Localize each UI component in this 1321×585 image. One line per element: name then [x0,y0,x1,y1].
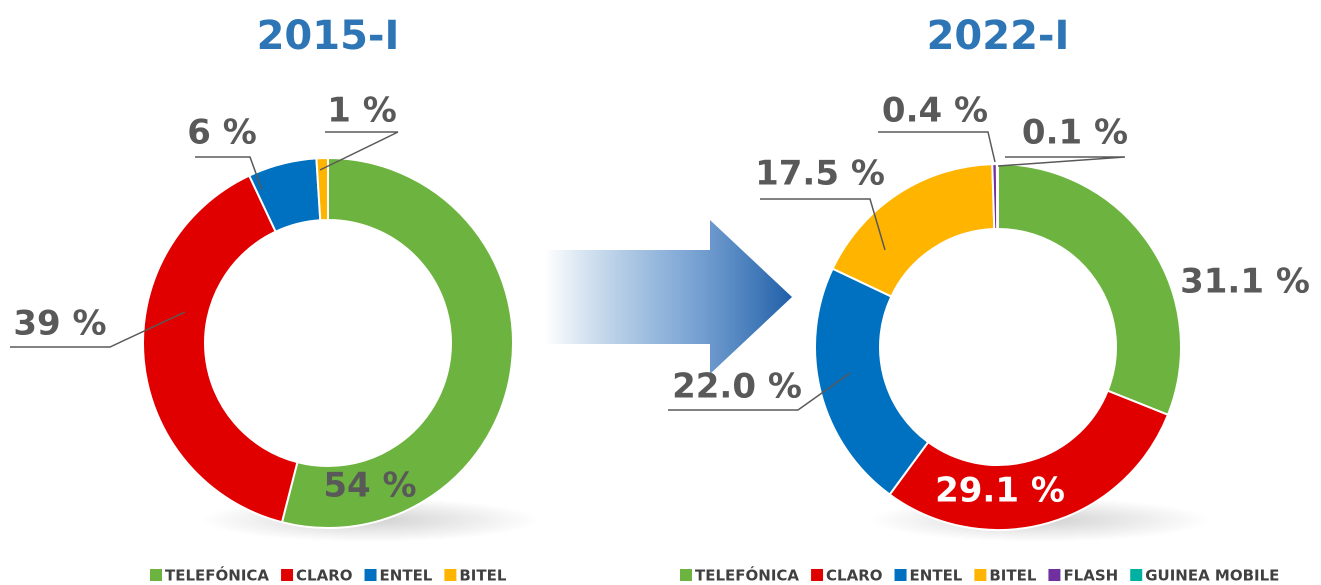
leader-line [195,156,263,191]
data-label: 22.0 % [672,367,802,407]
data-label: 17.5 % [755,154,885,194]
leader-lines [10,131,1126,411]
legend-label: CLARO [826,567,882,585]
legend-swatch [1048,569,1061,581]
slice [997,162,1182,417]
data-label: 31.1 % [1180,262,1310,302]
chart-title: 2015-I [257,13,400,59]
legend-label: ENTEL [380,567,433,585]
data-label: 0.4 % [882,91,988,131]
legend-swatch [364,569,377,581]
data-label: 29.1 % [935,471,1065,511]
leader-line [668,372,851,411]
chart-title: 2022-I [927,13,1070,59]
leader-line [997,156,1126,167]
legend-label: BITEL [989,567,1036,585]
legend-swatch [974,569,987,581]
legend-label: TELEFÓNICA [165,566,269,585]
data-label: 54 % [323,466,416,506]
legend-swatch [150,569,162,581]
data-label: 6 % [187,113,257,153]
leader-line [760,198,886,251]
slice [315,156,329,222]
legend-swatch [444,569,457,581]
arrow [545,220,792,374]
legend-label: TELEFÓNICA [695,566,799,585]
slice [995,162,999,231]
legend-swatch [281,569,294,581]
slice [280,156,514,529]
legend-swatch [1130,569,1143,581]
leader-line [10,311,186,348]
data-label: 1 % [327,91,397,131]
slice [814,267,930,496]
legend-label: BITEL [459,567,506,585]
data-label: 39 % [13,304,106,344]
leader-line [319,131,399,171]
legend-label: CLARO [296,567,352,585]
data-label: 0.1 % [1022,113,1128,153]
leader-line [878,131,996,163]
legend-label: FLASH [1063,567,1118,585]
slice [888,389,1170,531]
legend-label: ENTEL [910,567,963,585]
legend-swatch [811,569,824,581]
legend-label: GUINEA MOBILE [1145,567,1279,585]
slice [142,174,299,524]
legend-swatch [680,569,692,581]
legend-swatch [894,569,907,581]
